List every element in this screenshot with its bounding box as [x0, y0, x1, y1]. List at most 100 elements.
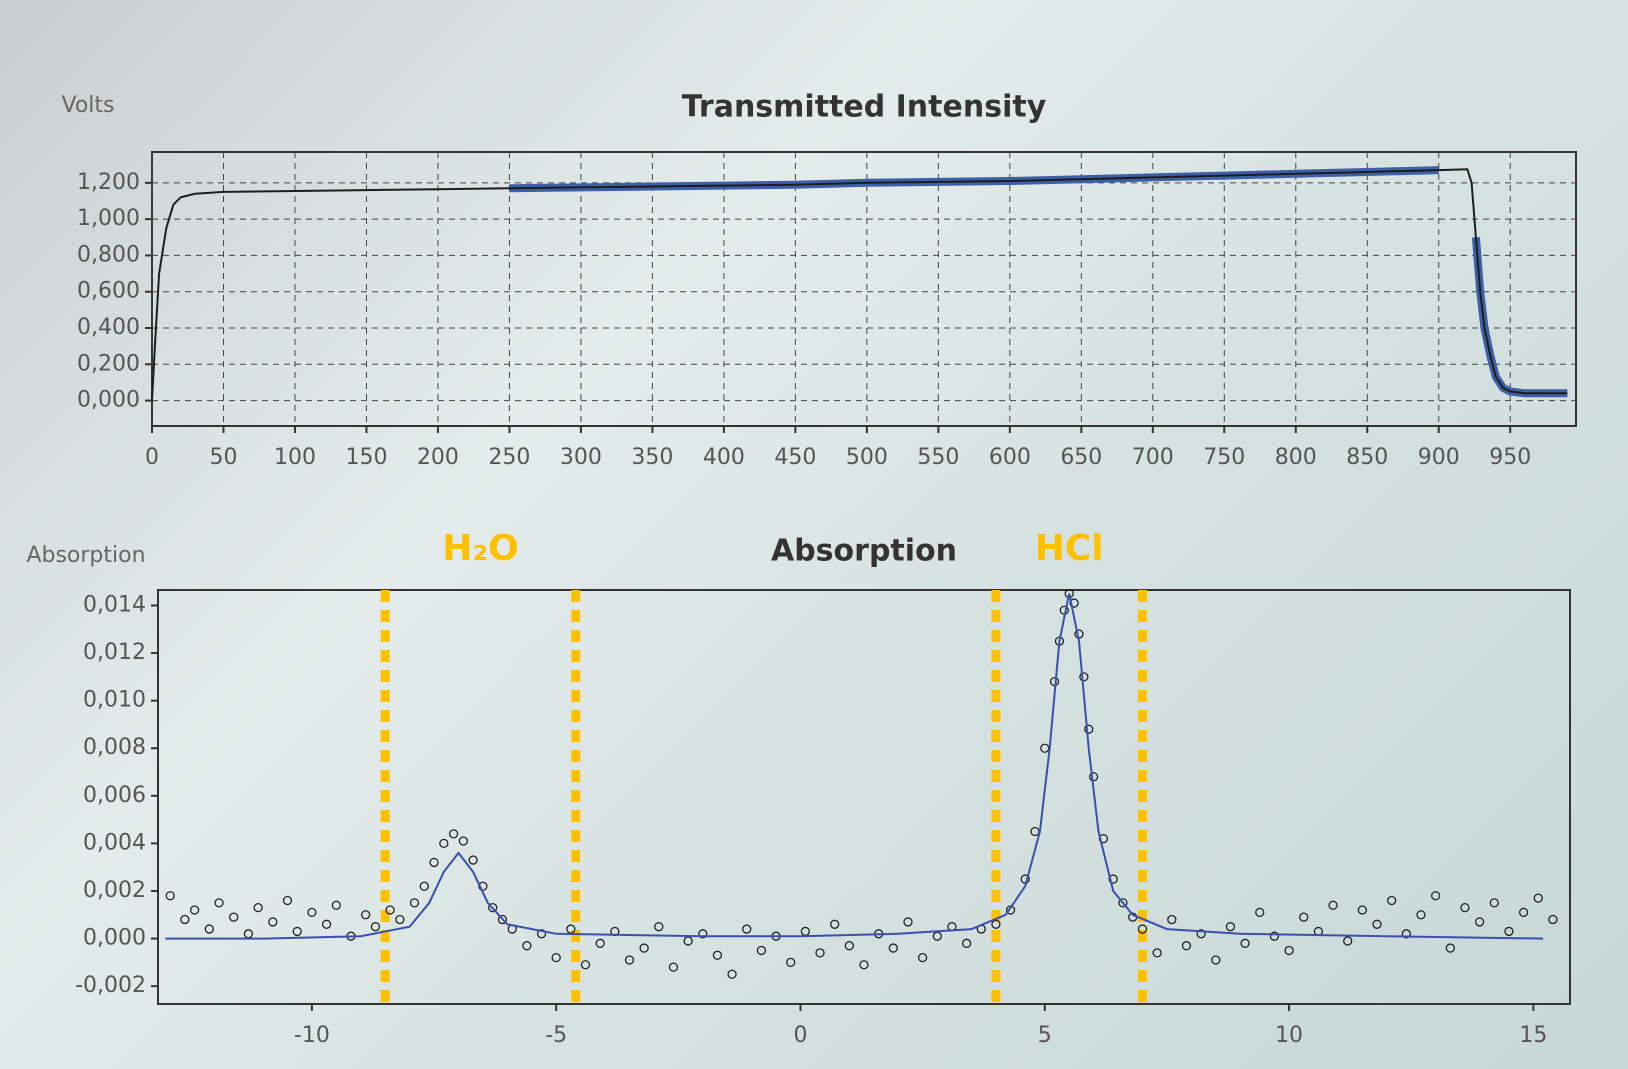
y-tick-label: 0,400: [77, 315, 140, 340]
y-axis-label: Volts: [61, 93, 114, 118]
data-point: [1168, 916, 1176, 924]
data-point: [1446, 944, 1454, 952]
data-point: [860, 961, 868, 969]
plot-frame: [158, 590, 1570, 1004]
data-point: [411, 899, 419, 907]
plot-frame: [152, 152, 1576, 426]
data-point: [323, 920, 331, 928]
data-point: [254, 904, 262, 912]
data-point: [332, 901, 340, 909]
chart-title: Transmitted Intensity: [682, 90, 1047, 125]
y-tick-label: 0,002: [83, 878, 146, 903]
y-tick-label: 0,200: [77, 351, 140, 376]
x-tick-label: -10: [294, 1023, 330, 1048]
x-tick-label: 850: [1346, 445, 1388, 470]
y-tick-label: 1,000: [77, 206, 140, 231]
data-point: [1153, 949, 1161, 957]
y-tick-label: 0,012: [83, 640, 146, 665]
data-point: [1300, 913, 1308, 921]
data-point: [787, 958, 795, 966]
x-tick-label: 750: [1203, 445, 1245, 470]
y-tick-label: 0,008: [83, 735, 146, 760]
data-point: [1549, 916, 1557, 924]
data-point: [567, 925, 575, 933]
data-point: [1432, 892, 1440, 900]
data-point: [450, 830, 458, 838]
data-point: [362, 911, 370, 919]
data-point: [1358, 906, 1366, 914]
data-point: [269, 918, 277, 926]
data-point: [420, 882, 428, 890]
x-tick-label: 200: [417, 445, 459, 470]
x-tick-label: 650: [1060, 445, 1102, 470]
x-tick-label: 5: [1038, 1023, 1052, 1048]
data-point: [684, 937, 692, 945]
data-line: [509, 170, 1567, 393]
data-point: [640, 944, 648, 952]
x-tick-label: 100: [274, 445, 316, 470]
data-point: [596, 939, 604, 947]
data-point: [728, 970, 736, 978]
data-point: [1285, 946, 1293, 954]
y-tick-label: 1,200: [77, 170, 140, 195]
data-point: [1490, 899, 1498, 907]
data-point: [205, 925, 213, 933]
data-point: [1256, 908, 1264, 916]
x-tick-label: 50: [209, 445, 237, 470]
data-point: [1182, 942, 1190, 950]
x-tick-label: 400: [703, 445, 745, 470]
x-tick-label: -5: [545, 1023, 567, 1048]
data-point: [166, 892, 174, 900]
data-point: [430, 858, 438, 866]
x-tick-label: 300: [560, 445, 602, 470]
y-tick-label: 0,000: [77, 388, 140, 413]
data-point: [469, 856, 477, 864]
data-point: [1476, 918, 1484, 926]
data-point: [523, 942, 531, 950]
data-point: [396, 916, 404, 924]
data-point: [293, 927, 301, 935]
data-point: [1520, 908, 1528, 916]
fit-line: [165, 594, 1543, 939]
data-point: [1344, 937, 1352, 945]
y-tick-label: 0,010: [83, 688, 146, 713]
y-tick-label: 0,800: [77, 242, 140, 267]
y-axis-label: Absorption: [26, 543, 145, 568]
data-point: [1329, 901, 1337, 909]
chart-title: Absorption: [771, 534, 957, 569]
data-point: [371, 923, 379, 931]
data-point: [191, 906, 199, 914]
x-tick-label: 350: [631, 445, 673, 470]
data-point: [816, 949, 824, 957]
data-point: [1505, 927, 1513, 935]
data-line: [152, 169, 1567, 400]
x-tick-label: 900: [1418, 445, 1460, 470]
data-point: [919, 954, 927, 962]
data-point: [1373, 920, 1381, 928]
data-point: [743, 925, 751, 933]
data-point: [904, 918, 912, 926]
data-point: [831, 920, 839, 928]
x-tick-label: 15: [1519, 1023, 1547, 1048]
data-point: [230, 913, 238, 921]
x-tick-label: 10: [1275, 1023, 1303, 1048]
data-point: [552, 954, 560, 962]
y-tick-label: 0,006: [83, 783, 146, 808]
data-point: [440, 839, 448, 847]
x-tick-label: 0: [145, 445, 159, 470]
data-point: [582, 961, 590, 969]
x-tick-label: 450: [774, 445, 816, 470]
x-tick-label: 0: [793, 1023, 807, 1048]
data-point: [757, 946, 765, 954]
data-point: [889, 944, 897, 952]
x-tick-label: 950: [1489, 445, 1531, 470]
data-point: [283, 897, 291, 905]
y-tick-label: 0,600: [77, 279, 140, 304]
x-tick-label: 500: [846, 445, 888, 470]
region-label: H₂O: [442, 528, 519, 569]
y-tick-label: 0,004: [83, 830, 146, 855]
data-point: [669, 963, 677, 971]
data-point: [845, 942, 853, 950]
data-point: [1417, 911, 1425, 919]
x-tick-label: 250: [488, 445, 530, 470]
